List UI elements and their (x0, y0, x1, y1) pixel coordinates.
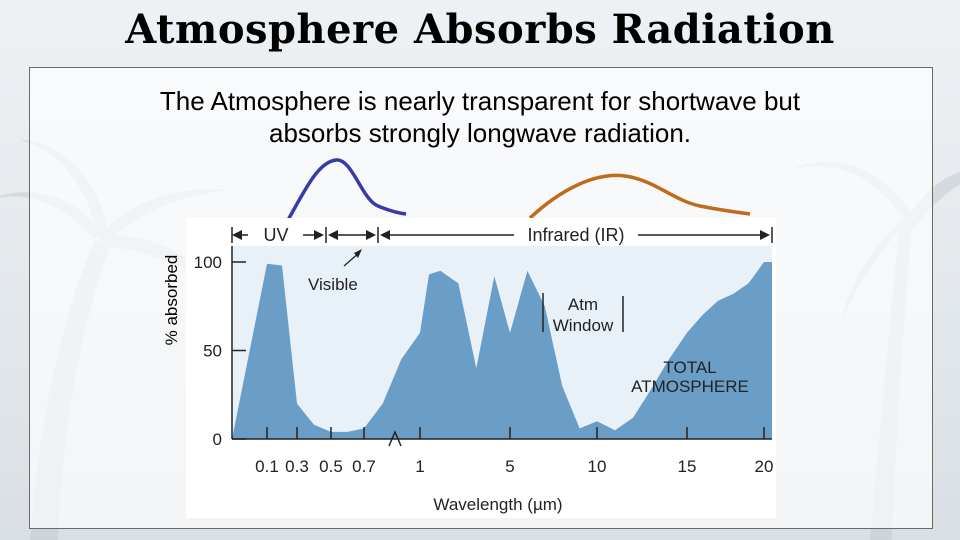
x-axis-label: Wavelength (µm) (433, 495, 562, 514)
slide-title: Atmosphere Absorbs Radiation (125, 6, 835, 53)
x-tick-label-5: 5 (505, 457, 514, 476)
uv-arrow-right (314, 230, 324, 240)
x-tick-label-0.7: 0.7 (352, 457, 376, 476)
y-tick-label-50: 50 (203, 342, 222, 361)
x-tick-label-0.3: 0.3 (285, 457, 309, 476)
atm-window-label-line-1: Atm (568, 295, 598, 314)
infrared-band-label: Infrared (IR) (527, 225, 624, 245)
x-tick-label-1: 1 (415, 457, 424, 476)
atm-window-label-line-2: Window (553, 316, 614, 335)
y-tick-label-0: 0 (213, 430, 222, 449)
ir-arrow-right (760, 230, 770, 240)
absorption-area (232, 262, 772, 439)
band-layer: UV Infrared (IR) (231, 225, 773, 245)
visible-arrow-left (328, 230, 338, 240)
y-axis-label: % absorbed (162, 254, 181, 346)
x-ticks: 0.1 0.3 0.5 0.7 1 5 10 15 20 (255, 427, 773, 476)
uv-band-label: UV (263, 225, 288, 245)
slide-subtitle: The Atmosphere is nearly transparent for… (60, 85, 900, 149)
x-tick-label-20: 20 (755, 457, 774, 476)
visible-annotation: Visible (308, 275, 358, 294)
axes (231, 246, 772, 440)
y-tick-label-100: 100 (194, 253, 222, 272)
total-atmosphere-label-line-1: TOTAL (663, 358, 716, 377)
subtitle-line-2: absorbs strongly longwave radiation. (268, 118, 692, 148)
x-tick-label-0.1: 0.1 (255, 457, 279, 476)
visible-annotation-arrowhead (354, 249, 362, 258)
absorption-figure: UV Infrared (IR) 0 50 100 0.1 0.3 0.5 0.7 1 5 10… (186, 218, 776, 518)
ir-arrow-left (380, 230, 390, 240)
visible-arrow-right (366, 230, 376, 240)
subtitle-line-1: The Atmosphere is nearly transparent for… (159, 86, 801, 116)
x-tick-label-0.5: 0.5 (319, 457, 343, 476)
total-atmosphere-label-line-2: ATMOSPHERE (631, 377, 749, 396)
uv-arrow-left (232, 230, 242, 240)
y-ticks: 0 50 100 (194, 253, 246, 449)
x-axis-break-mark (388, 430, 402, 447)
x-tick-label-10: 10 (588, 457, 607, 476)
x-tick-label-15: 15 (678, 457, 697, 476)
